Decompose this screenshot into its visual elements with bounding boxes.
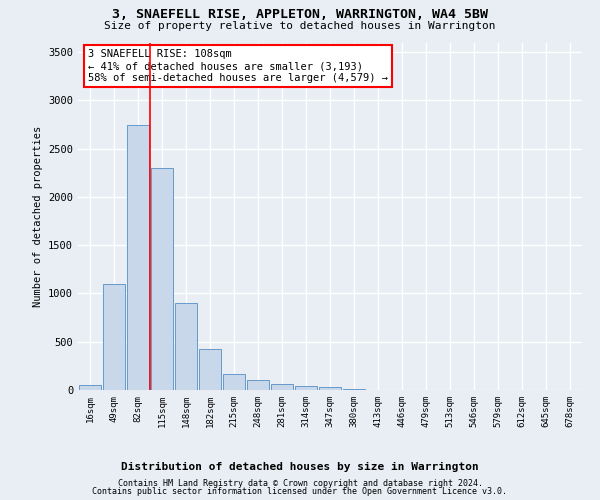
Bar xyxy=(223,374,245,390)
Bar xyxy=(319,386,341,390)
Bar xyxy=(343,389,365,390)
Text: Size of property relative to detached houses in Warrington: Size of property relative to detached ho… xyxy=(104,21,496,31)
Text: 3 SNAEFELL RISE: 108sqm
← 41% of detached houses are smaller (3,193)
58% of semi: 3 SNAEFELL RISE: 108sqm ← 41% of detache… xyxy=(88,50,388,82)
Bar xyxy=(127,124,149,390)
Bar xyxy=(247,380,269,390)
Text: Distribution of detached houses by size in Warrington: Distribution of detached houses by size … xyxy=(121,462,479,472)
Text: Contains HM Land Registry data © Crown copyright and database right 2024.: Contains HM Land Registry data © Crown c… xyxy=(118,478,482,488)
Text: Contains public sector information licensed under the Open Government Licence v3: Contains public sector information licen… xyxy=(92,487,508,496)
Bar xyxy=(199,350,221,390)
Bar xyxy=(271,384,293,390)
Bar xyxy=(103,284,125,390)
Bar xyxy=(79,385,101,390)
Bar xyxy=(151,168,173,390)
Text: 3, SNAEFELL RISE, APPLETON, WARRINGTON, WA4 5BW: 3, SNAEFELL RISE, APPLETON, WARRINGTON, … xyxy=(112,8,488,20)
Bar xyxy=(175,303,197,390)
Y-axis label: Number of detached properties: Number of detached properties xyxy=(32,126,43,307)
Bar xyxy=(295,386,317,390)
